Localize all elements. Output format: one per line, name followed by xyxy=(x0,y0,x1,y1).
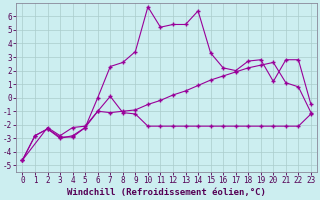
X-axis label: Windchill (Refroidissement éolien,°C): Windchill (Refroidissement éolien,°C) xyxy=(67,188,266,197)
